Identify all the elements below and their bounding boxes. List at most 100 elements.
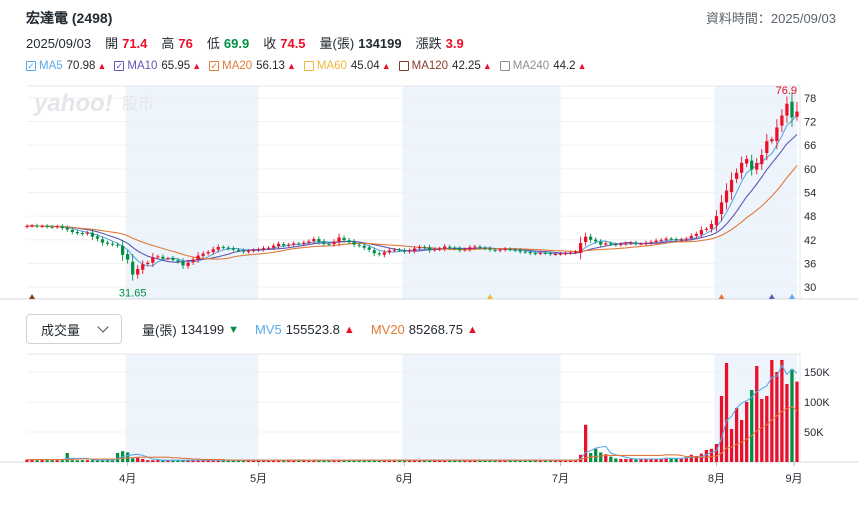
- quote-label: 收: [263, 36, 277, 51]
- vol-stat-value: 134199: [180, 322, 225, 337]
- candle-body: [196, 255, 200, 260]
- candle-body: [297, 243, 301, 245]
- candle-body: [679, 239, 683, 241]
- candle-body: [322, 241, 326, 244]
- volume-bar: [85, 460, 90, 462]
- volume-chart[interactable]: 50K 100K 150K 4月 5月 6月 7月 8月 9月: [0, 352, 858, 514]
- volume-bar: [634, 459, 638, 462]
- candle-body: [176, 260, 180, 262]
- candle-body: [513, 249, 517, 251]
- candle-body: [619, 244, 623, 246]
- candle-body: [589, 236, 593, 240]
- candle-body: [422, 246, 427, 248]
- candle-body: [332, 241, 336, 245]
- volume-bar: [750, 390, 754, 462]
- volume-bar: [251, 460, 256, 462]
- volume-bar: [292, 460, 296, 462]
- candle-body: [533, 253, 537, 255]
- candle-body: [256, 249, 261, 251]
- volume-bar: [35, 460, 39, 462]
- volume-bar: [186, 460, 190, 462]
- candle-body: [634, 242, 638, 244]
- candle-body: [704, 228, 709, 230]
- ma-toggle-ma10[interactable]: ✓ MA10 65.95 ▲: [114, 60, 201, 72]
- candle-body: [382, 252, 386, 255]
- volume-tick-label: 100K: [804, 397, 830, 409]
- checkbox-empty-icon[interactable]: [398, 61, 409, 71]
- candle-body: [241, 250, 246, 252]
- candle-body: [750, 160, 754, 170]
- volume-bar: [246, 460, 251, 462]
- y-tick-label: 48: [804, 211, 816, 223]
- candle-body: [30, 225, 34, 227]
- volume-bar: [790, 369, 794, 462]
- quote-label: 高: [161, 36, 175, 51]
- candle-body: [342, 237, 346, 241]
- volume-bar: [573, 460, 578, 462]
- volume-bar: [604, 454, 608, 462]
- ma-toggle-ma60[interactable]: MA60 45.04 ▲: [303, 60, 391, 72]
- ma-value: 44.2: [553, 60, 576, 72]
- checkbox-empty-icon[interactable]: [499, 61, 510, 71]
- checkbox-checked-icon[interactable]: ✓: [26, 61, 36, 71]
- checkbox-checked-icon[interactable]: ✓: [114, 61, 125, 71]
- stock-title: 宏達電 (2498): [26, 10, 113, 26]
- volume-bar: [387, 460, 391, 462]
- candle-body: [55, 226, 59, 228]
- event-marker: [29, 294, 36, 299]
- volume-bar: [493, 460, 497, 462]
- volume-bar: [412, 460, 417, 462]
- ma-toggle-ma20[interactable]: ✓ MA20 56.13 ▲: [209, 60, 296, 72]
- ma-name: MA60: [316, 60, 347, 72]
- candle-body: [553, 254, 558, 256]
- candle-body: [614, 244, 618, 246]
- candle-body: [146, 262, 150, 265]
- volume-bar: [231, 460, 235, 462]
- candle-body: [141, 264, 145, 270]
- candle-body: [483, 247, 487, 249]
- ma-toggle-ma240[interactable]: MA240 44.2 ▲: [499, 60, 587, 72]
- candle-body: [110, 243, 115, 245]
- chevron-down-icon: [97, 321, 109, 333]
- ma-name: MA240: [512, 60, 550, 72]
- volume-bar: [191, 460, 195, 462]
- candle-body: [402, 250, 407, 252]
- volume-bar: [337, 460, 341, 462]
- candle-body: [105, 242, 110, 244]
- ma-name: MA120: [411, 60, 449, 72]
- volume-bar: [141, 459, 145, 462]
- price-chart[interactable]: 30 36 42 48 54 60 66 72 78 yahoo! 股市 76.9 31.65: [0, 84, 858, 302]
- volume-bar: [287, 460, 291, 462]
- candle-body: [60, 226, 64, 228]
- volume-bar: [427, 460, 432, 462]
- volume-tick-label: 50K: [804, 427, 824, 439]
- volume-bar: [508, 460, 512, 462]
- volume-bar: [136, 457, 140, 462]
- volume-bar: [719, 396, 724, 462]
- candle-body: [523, 251, 527, 253]
- indicator-select-label: 成交量: [41, 322, 81, 338]
- candle-body: [548, 253, 553, 255]
- volume-bar: [55, 460, 59, 462]
- quote-value: 76: [178, 36, 193, 51]
- candle-body: [689, 235, 693, 239]
- month-label: 6月: [396, 473, 413, 485]
- candle-body: [307, 241, 311, 243]
- candle-body: [292, 243, 296, 245]
- indicator-select[interactable]: 成交量: [26, 314, 122, 344]
- event-marker: [768, 294, 775, 299]
- candle-body: [50, 226, 54, 228]
- ma-toggle-ma5[interactable]: ✓ MA5 70.98 ▲: [26, 60, 106, 72]
- volume-bar: [709, 448, 714, 462]
- volume-bar: [599, 452, 603, 462]
- candle-body: [458, 248, 462, 251]
- checkbox-checked-icon[interactable]: ✓: [209, 61, 220, 71]
- volume-bar: [478, 460, 482, 462]
- volume-bar: [553, 460, 558, 462]
- checkbox-empty-icon[interactable]: [303, 61, 314, 71]
- volume-bar: [261, 460, 266, 462]
- up-arrow-icon: ▲: [192, 61, 202, 71]
- volume-bar: [40, 459, 44, 462]
- ma-toggle-ma120[interactable]: MA120 42.25 ▲: [398, 60, 492, 72]
- volume-bar: [518, 460, 522, 462]
